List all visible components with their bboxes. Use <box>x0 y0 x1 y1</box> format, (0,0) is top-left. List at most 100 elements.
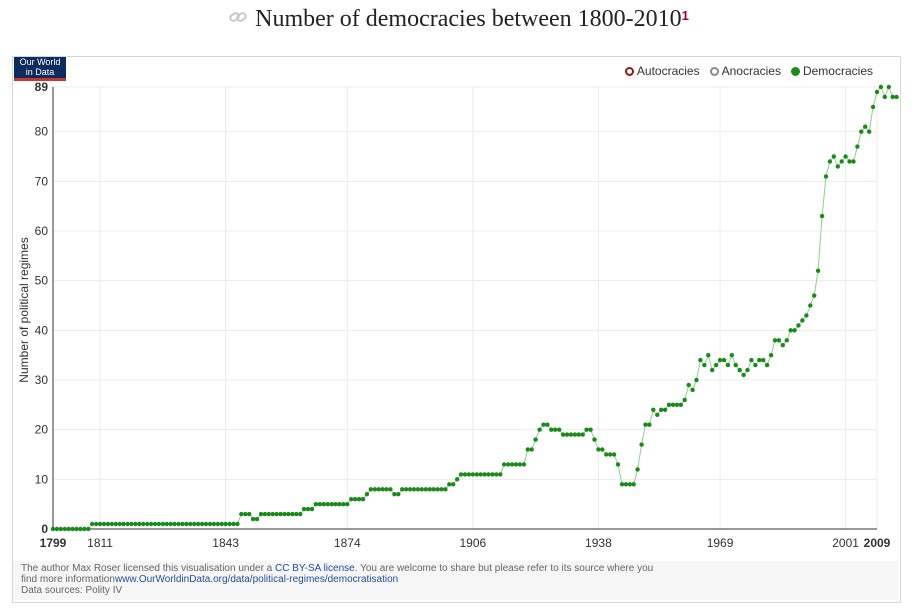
democracies-point[interactable] <box>156 521 162 527</box>
democracies-point[interactable] <box>380 487 385 492</box>
democracies-point[interactable] <box>502 462 507 467</box>
democracies-point[interactable] <box>651 407 656 412</box>
democracies-point[interactable] <box>474 472 479 477</box>
democracies-point[interactable] <box>62 526 67 532</box>
democracies-point[interactable] <box>372 487 377 492</box>
democracies-point[interactable] <box>141 521 146 527</box>
democracies-point[interactable] <box>800 318 805 323</box>
democracies-point[interactable] <box>717 357 723 363</box>
democracies-point[interactable] <box>761 357 766 363</box>
democracies-point[interactable] <box>886 84 891 90</box>
democracies-point[interactable] <box>270 511 275 517</box>
democracies-point[interactable] <box>870 104 876 110</box>
democracies-point[interactable] <box>152 521 158 527</box>
democracies-point[interactable] <box>66 526 71 532</box>
democracies-point[interactable] <box>199 521 205 527</box>
democracies-point[interactable] <box>643 422 648 427</box>
democracies-point[interactable] <box>521 462 527 467</box>
democracies-point[interactable] <box>745 367 750 373</box>
democracies-point[interactable] <box>109 521 115 527</box>
democracies-point[interactable] <box>855 144 860 149</box>
democracies-point[interactable] <box>125 521 130 527</box>
democracies-point[interactable] <box>733 362 738 368</box>
democracies-point[interactable] <box>592 437 597 442</box>
democracies-point[interactable] <box>407 487 413 492</box>
democracies-point[interactable] <box>768 353 774 358</box>
democracies-point[interactable] <box>823 174 829 179</box>
democracies-point[interactable] <box>509 462 515 467</box>
democracies-point[interactable] <box>215 521 220 527</box>
democracies-point[interactable] <box>796 323 801 328</box>
democracies-point[interactable] <box>274 511 279 517</box>
democracies-point[interactable] <box>686 382 691 388</box>
democracies-point[interactable] <box>831 154 836 159</box>
democracies-point[interactable] <box>54 526 60 532</box>
democracies-point[interactable] <box>78 526 83 532</box>
democracies-point[interactable] <box>121 521 126 527</box>
democracies-point[interactable] <box>839 159 844 164</box>
democracies-point[interactable] <box>321 502 326 507</box>
democracies-point[interactable] <box>859 129 864 134</box>
democracies-point[interactable] <box>455 477 460 482</box>
democracies-point[interactable] <box>604 452 609 457</box>
democracies-point[interactable] <box>635 467 640 472</box>
democracies-point[interactable] <box>160 521 166 527</box>
democracies-point[interactable] <box>847 159 852 164</box>
democracies-point[interactable] <box>659 407 664 412</box>
title-reference[interactable]: 1 <box>681 8 689 23</box>
democracies-point[interactable] <box>698 357 703 363</box>
democracies-point[interactable] <box>706 353 711 358</box>
democracies-point[interactable] <box>615 462 621 467</box>
democracies-point[interactable] <box>137 521 142 527</box>
democracies-point[interactable] <box>608 452 613 457</box>
democracies-point[interactable] <box>725 362 731 368</box>
democracies-point[interactable] <box>337 502 342 507</box>
democracies-point[interactable] <box>882 94 887 100</box>
democracies-point[interactable] <box>180 521 185 527</box>
democracies-point[interactable] <box>356 497 362 502</box>
democracies-point[interactable] <box>462 472 468 477</box>
democracies-point[interactable] <box>188 521 193 527</box>
democracies-point[interactable] <box>266 511 271 517</box>
democracies-point[interactable] <box>639 442 644 447</box>
democracies-point[interactable] <box>541 422 546 427</box>
democracies-point[interactable] <box>415 487 421 492</box>
democracies-point[interactable] <box>298 511 303 517</box>
democracies-point[interactable] <box>835 164 840 169</box>
democracies-point[interactable] <box>258 511 264 517</box>
democracies-point[interactable] <box>329 502 334 507</box>
democracies-point[interactable] <box>655 412 660 417</box>
democracies-point[interactable] <box>533 437 538 442</box>
democracies-point[interactable] <box>678 402 683 407</box>
democracies-point[interactable] <box>729 353 734 358</box>
democracies-point[interactable] <box>90 521 95 527</box>
democracies-point[interactable] <box>262 511 268 517</box>
democracies-point[interactable] <box>466 472 472 477</box>
democracies-point[interactable] <box>113 521 119 527</box>
democracies-point[interactable] <box>129 521 134 527</box>
democracies-point[interactable] <box>572 432 578 437</box>
democracies-point[interactable] <box>317 502 322 507</box>
democracies-point[interactable] <box>313 502 319 507</box>
democracies-point[interactable] <box>702 362 707 368</box>
democracies-point[interactable] <box>894 94 899 100</box>
democracies-point[interactable] <box>427 487 432 492</box>
democracies-point[interactable] <box>757 357 762 363</box>
democracies-point[interactable] <box>435 487 440 492</box>
democracies-point[interactable] <box>333 502 338 507</box>
democracies-point[interactable] <box>498 472 503 477</box>
democracies-point[interactable] <box>172 521 177 527</box>
democracies-point[interactable] <box>219 521 224 527</box>
democracies-point[interactable] <box>619 482 625 487</box>
democracies-point[interactable] <box>207 521 213 527</box>
democracies-point[interactable] <box>647 422 652 427</box>
democracies-point[interactable] <box>192 521 197 527</box>
democracies-point[interactable] <box>694 377 699 383</box>
democracies-point[interactable] <box>388 487 393 492</box>
democracies-point[interactable] <box>772 338 778 343</box>
democracies-point[interactable] <box>780 343 785 348</box>
democracies-point[interactable] <box>890 94 895 100</box>
democracies-point[interactable] <box>600 447 605 452</box>
democracies-point[interactable] <box>741 372 746 378</box>
democracies-point[interactable] <box>82 526 87 532</box>
